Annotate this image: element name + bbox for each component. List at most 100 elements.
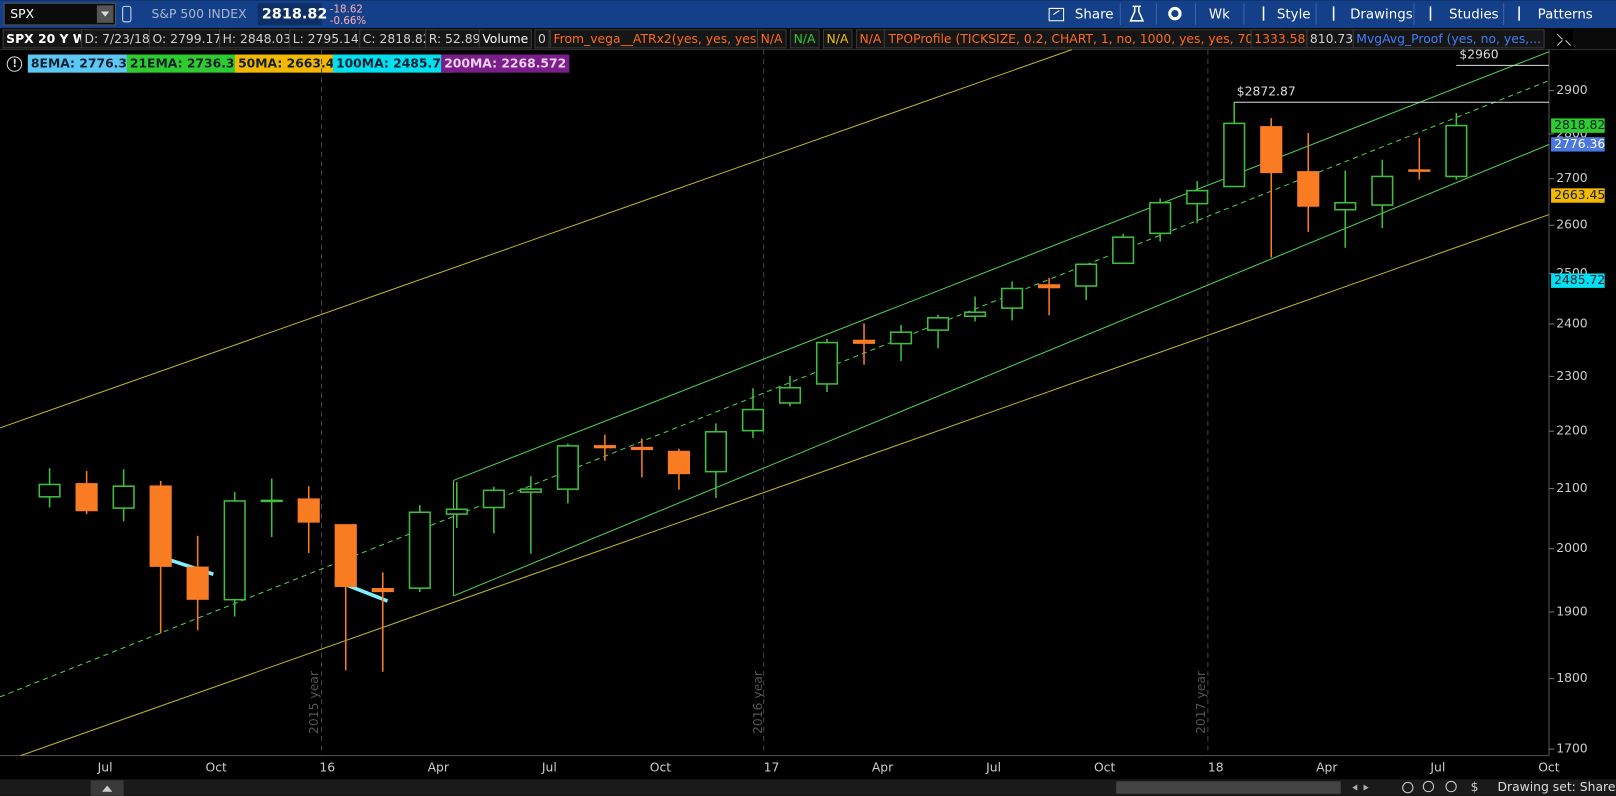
toolbar-button[interactable]: Studies <box>1449 8 1499 23</box>
candle-body <box>926 317 950 331</box>
candle-body <box>1408 169 1431 172</box>
flask-icon[interactable] <box>1129 5 1145 22</box>
candle-body <box>223 500 246 601</box>
x-tick-label: Apr <box>428 760 450 774</box>
x-tick-label: Oct <box>650 760 672 774</box>
candle-body <box>112 485 135 509</box>
pan-icon[interactable] <box>1402 781 1414 794</box>
ma-label: 200MA: 2268.572 <box>444 57 566 71</box>
info-item: O: 2799.17 <box>153 32 222 46</box>
alert-mark: ! <box>12 58 17 70</box>
info-item: TPOProfile (TICKSIZE, 0.2, CHART, 1, no,… <box>887 32 1281 46</box>
channel-line <box>20 214 1550 757</box>
info-item: 1333.58 <box>1254 32 1305 46</box>
info-item: C: 2818.82 <box>363 32 431 46</box>
candle-body <box>1223 122 1246 188</box>
y-tick-label: 1700 <box>1556 742 1588 756</box>
candle-body <box>1112 236 1135 265</box>
ma-label: 8EMA: 2776.36 <box>31 57 136 71</box>
x-tick-label: Oct <box>1538 760 1560 774</box>
candle-body <box>1149 201 1172 235</box>
candle-body <box>1371 175 1394 206</box>
candle-body <box>482 489 505 509</box>
price-tag-label: 2485.72 <box>1554 273 1605 287</box>
last-box <box>257 3 322 25</box>
collapse-icon <box>1556 33 1572 46</box>
price-tag <box>1551 118 1605 133</box>
link-icon[interactable] <box>122 5 132 23</box>
x-tick-label: Jul <box>1429 760 1445 774</box>
label-box <box>234 54 347 73</box>
candle-body <box>260 499 283 503</box>
x-tick-label: Jul <box>985 760 1001 774</box>
toolbar-button[interactable]: Drawings <box>1350 8 1413 23</box>
info-item: N/A <box>794 32 816 46</box>
info-item: Volume <box>482 32 528 46</box>
candle-body <box>778 386 802 404</box>
description: S&P 500 INDEX <box>152 7 248 21</box>
x-tick-label: 18 <box>1208 760 1224 774</box>
level-label: $2960 <box>1459 48 1498 62</box>
alert-icon[interactable] <box>6 56 23 72</box>
candle-body <box>149 485 172 567</box>
info-item: D: 7/23/18 <box>85 32 150 46</box>
candle-body <box>75 483 98 512</box>
candle-body <box>1038 284 1061 289</box>
plot: 1700180019002000210022002300240025002600… <box>38 48 1605 774</box>
gear-icon[interactable] <box>1168 6 1182 21</box>
candle-body <box>1297 171 1320 207</box>
year-label: 2016 year <box>751 670 765 734</box>
channel-line <box>453 143 1550 597</box>
label-box <box>478 29 532 49</box>
dollar-icon[interactable]: $ <box>1471 780 1479 794</box>
level-label: $2872.87 <box>1237 84 1296 98</box>
share-icon <box>1048 7 1065 22</box>
y-tick-label: 2000 <box>1556 541 1588 555</box>
toolbar-button[interactable]: Patterns <box>1538 8 1593 23</box>
ma-label: 100MA: 2485.72 <box>336 57 449 71</box>
y-tick-label: 2700 <box>1556 171 1588 185</box>
label-box <box>756 29 787 49</box>
candle-body <box>630 446 653 451</box>
label-box <box>27 54 139 73</box>
collapse-button[interactable] <box>1554 30 1573 49</box>
toolbar-button[interactable]: Share <box>1075 8 1114 23</box>
scrollbar-thumb[interactable] <box>1116 781 1341 794</box>
candle-body <box>1445 124 1468 178</box>
y-tick-label: 2900 <box>1556 83 1588 97</box>
y-tick-label: 2300 <box>1556 369 1588 383</box>
candle-body <box>445 508 468 515</box>
label-box <box>441 54 570 73</box>
zoom-in-icon[interactable] <box>1422 780 1435 793</box>
info-item: N/A <box>860 32 882 46</box>
y-tick-label: 2600 <box>1556 218 1588 232</box>
button-icons <box>1262 6 1520 21</box>
label-box <box>822 29 853 49</box>
x-tick-label: 17 <box>764 760 780 774</box>
zoom-out-icon[interactable] <box>1445 780 1457 793</box>
channel-line <box>0 49 1073 429</box>
toolbar-button[interactable]: Style <box>1277 8 1311 23</box>
x-tick-label: Apr <box>872 760 894 774</box>
candle-body <box>186 566 209 600</box>
toolbar-button[interactable]: Wk <box>1209 8 1230 23</box>
x-tick-label: 16 <box>319 760 335 774</box>
candle-body <box>1001 287 1024 309</box>
candle-body <box>704 430 728 473</box>
channel-line <box>453 51 1550 481</box>
candle-body <box>852 339 876 344</box>
scroll-arrows[interactable] <box>1352 784 1369 791</box>
candle-body <box>667 450 691 475</box>
symbol-box[interactable] <box>3 2 116 26</box>
y-tick-label: 1900 <box>1556 604 1588 618</box>
symbol: SPX <box>10 7 34 21</box>
year-label: 2017 year <box>1194 670 1208 734</box>
toggle-arrow <box>102 785 113 792</box>
label-box <box>534 29 550 49</box>
price-tag-label: 2818.82 <box>1554 118 1605 132</box>
price-tag <box>1551 273 1605 288</box>
x-tick-label: Jul <box>97 760 113 774</box>
